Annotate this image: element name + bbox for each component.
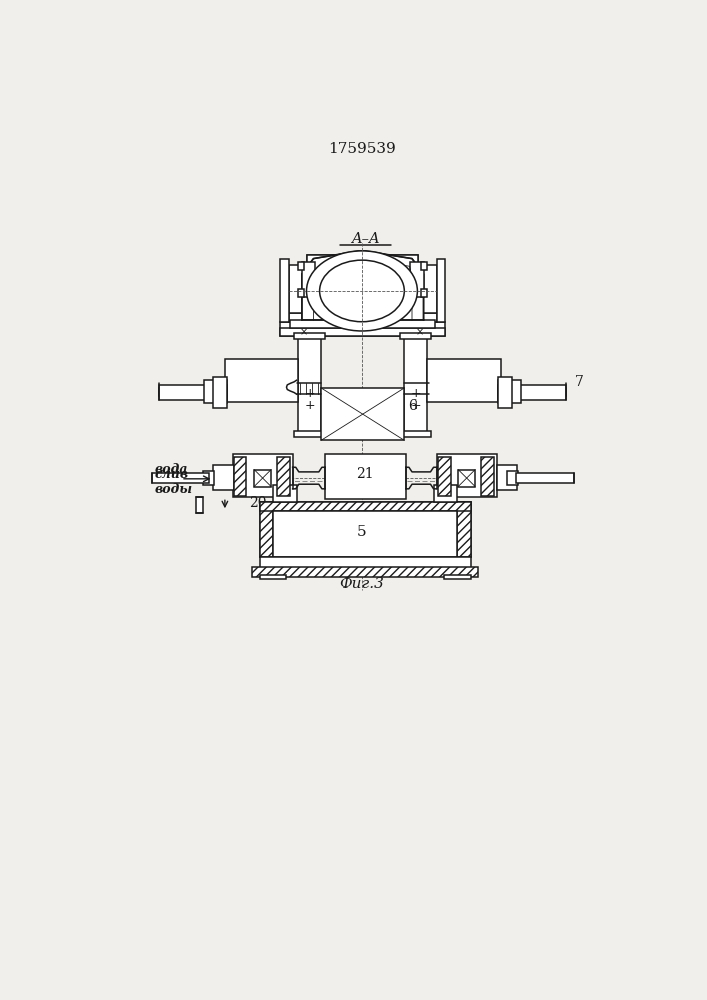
Bar — [421, 289, 428, 297]
Bar — [481, 457, 493, 496]
Bar — [160, 385, 227, 400]
Bar — [274, 485, 296, 502]
Bar — [214, 465, 234, 490]
Bar — [438, 457, 450, 496]
Bar — [325, 454, 406, 499]
Polygon shape — [418, 265, 437, 312]
Bar — [214, 377, 227, 408]
Bar — [259, 502, 471, 557]
Text: ×: × — [416, 328, 423, 338]
Text: 1759539: 1759539 — [328, 142, 396, 156]
Bar — [294, 431, 325, 437]
Bar — [516, 473, 573, 483]
Bar — [498, 380, 521, 403]
Bar — [400, 333, 431, 339]
Bar — [259, 502, 471, 511]
Bar — [196, 497, 204, 513]
Bar — [233, 454, 293, 497]
Polygon shape — [288, 265, 308, 312]
Text: +: + — [411, 387, 421, 400]
Bar — [457, 502, 471, 557]
Text: слив
воды: слив воды — [155, 468, 193, 496]
Bar — [498, 385, 566, 400]
Bar — [308, 255, 418, 320]
Bar — [274, 511, 457, 557]
Text: 6: 6 — [408, 399, 417, 413]
Bar — [254, 470, 271, 487]
Ellipse shape — [320, 260, 404, 322]
Bar — [204, 380, 227, 403]
Bar — [204, 471, 214, 485]
Bar — [259, 557, 471, 569]
Bar — [298, 262, 304, 270]
Bar — [437, 454, 497, 497]
Bar — [443, 575, 471, 579]
Text: +: + — [411, 399, 421, 412]
Bar — [400, 431, 431, 437]
Bar — [308, 255, 418, 312]
Bar — [277, 457, 290, 496]
Bar — [252, 567, 478, 577]
Bar — [298, 289, 304, 297]
Bar — [497, 465, 518, 490]
Bar — [433, 485, 457, 502]
Bar — [404, 337, 428, 436]
Text: 20: 20 — [250, 496, 267, 510]
Polygon shape — [437, 259, 445, 322]
Text: A–A: A–A — [351, 232, 380, 246]
Text: ×: × — [300, 328, 308, 338]
Bar — [411, 262, 423, 297]
Bar — [281, 328, 445, 336]
Text: 21: 21 — [356, 467, 374, 481]
Text: +: + — [304, 399, 315, 412]
Bar — [428, 359, 501, 402]
Bar — [291, 320, 435, 328]
Bar — [498, 377, 512, 408]
Text: 7: 7 — [575, 375, 584, 389]
Bar — [421, 262, 428, 270]
Bar — [234, 457, 247, 496]
Text: 5: 5 — [357, 525, 367, 539]
Ellipse shape — [307, 251, 417, 331]
Bar — [288, 312, 437, 322]
Polygon shape — [302, 251, 423, 320]
Bar — [498, 388, 566, 396]
Bar — [508, 471, 518, 485]
Bar — [259, 502, 274, 557]
Bar — [225, 359, 298, 402]
Bar — [281, 322, 445, 336]
Bar — [302, 262, 315, 297]
Bar — [160, 388, 227, 396]
Text: вода: вода — [155, 463, 188, 476]
Bar — [259, 575, 286, 579]
Bar — [192, 474, 204, 482]
Polygon shape — [281, 259, 288, 322]
Bar — [458, 470, 475, 487]
Bar — [298, 337, 321, 436]
Bar — [294, 333, 325, 339]
Text: Фиг.3: Фиг.3 — [339, 577, 385, 591]
Bar — [518, 474, 529, 482]
Bar — [321, 388, 404, 440]
Bar — [152, 473, 209, 483]
Text: +: + — [304, 387, 315, 400]
